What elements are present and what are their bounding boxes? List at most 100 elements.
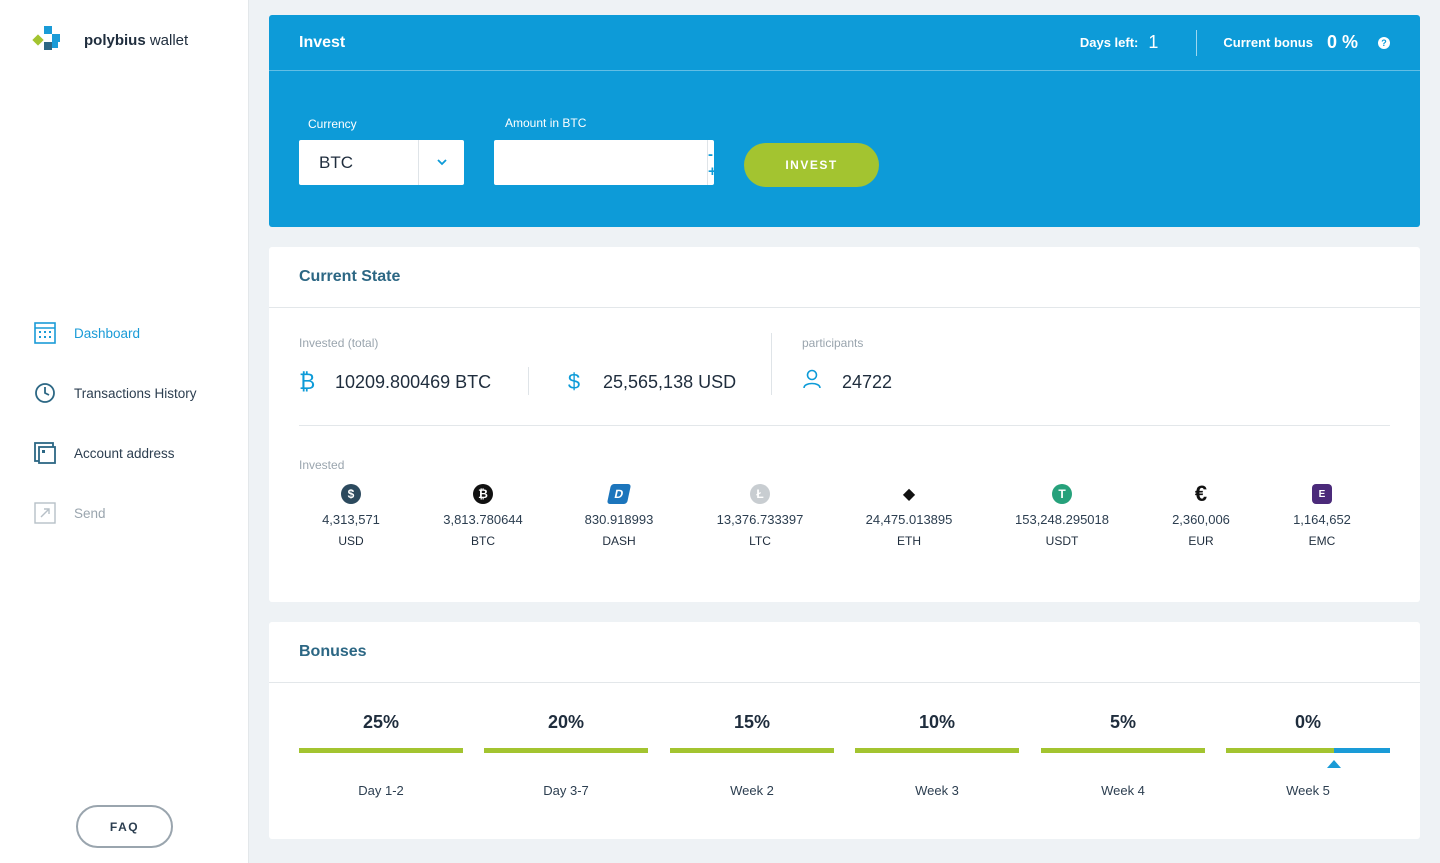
- bonus-period: Week 4: [1101, 783, 1145, 798]
- sidebar-item-dashboard[interactable]: Dashboard: [34, 318, 197, 348]
- header-divider: [1196, 29, 1198, 56]
- participants-value: 24722: [842, 371, 893, 392]
- bonus-tier-current: 0% Week 5: [1226, 712, 1390, 798]
- bonus-progress-bar: [484, 748, 648, 753]
- days-left-value: 1: [1148, 32, 1159, 52]
- coin-currency: USDT: [1045, 534, 1079, 548]
- bonus-remaining-fill: [1334, 748, 1390, 753]
- usd-total: $ 25,565,138 USD: [567, 369, 736, 395]
- usd-coin-icon: $: [341, 484, 361, 504]
- bonus-percent: 25%: [362, 712, 400, 732]
- invested-total-label: Invested (total): [299, 336, 379, 350]
- sidebar-item-label: Dashboard: [74, 325, 141, 341]
- bonus-period: Week 2: [730, 783, 774, 798]
- currency-value: BTC: [319, 152, 353, 172]
- logo[interactable]: polybius wallet: [32, 24, 189, 56]
- invest-button[interactable]: INVEST: [744, 143, 879, 187]
- coin-item: Ł 13,376.733397 LTC: [680, 484, 840, 548]
- bonus-tier: 15% Week 2: [670, 712, 834, 798]
- sidebar-item-send[interactable]: Send: [34, 498, 197, 528]
- help-icon[interactable]: ?: [1378, 36, 1390, 49]
- coin-amount: 2,360,006: [1172, 512, 1230, 527]
- coin-currency: ETH: [897, 534, 921, 548]
- coin-currency: LTC: [749, 534, 771, 548]
- currency-select[interactable]: BTC: [299, 140, 464, 185]
- bonus-tier: 25% Day 1-2: [299, 712, 463, 798]
- coin-item: T 153,248.295018 USDT: [982, 484, 1142, 548]
- btc-total-value: 10209.800469 BTC: [335, 371, 492, 392]
- euro-icon: €: [1191, 481, 1211, 506]
- days-left: Days left: 1: [1080, 32, 1159, 53]
- bonus-period: Week 3: [915, 783, 959, 798]
- sidebar-item-label: Send: [74, 505, 106, 521]
- faq-button[interactable]: FAQ: [76, 805, 173, 848]
- amount-stepper[interactable]: - +: [707, 140, 723, 185]
- coin-item: ₿ 3,813.780644 BTC: [403, 484, 563, 548]
- coin-amount: 4,313,571: [322, 512, 380, 527]
- btc-total: ₿ 10209.800469 BTC: [299, 369, 491, 395]
- address-card-icon: [34, 442, 56, 464]
- currency-label: Currency: [308, 117, 357, 131]
- coin-amount: 13,376.733397: [716, 512, 804, 527]
- invest-header: Invest Days left: 1 Current bonus 0 % ?: [269, 15, 1420, 71]
- bonus-percent: 5%: [1109, 712, 1136, 732]
- current-bonus-label: Current bonus: [1223, 35, 1313, 50]
- sidebar-nav: Dashboard Transactions History Account a…: [34, 318, 197, 558]
- bitcoin-icon: ₿: [473, 484, 493, 504]
- dashboard-icon: [34, 322, 56, 344]
- coin-currency: EUR: [1188, 534, 1214, 548]
- coin-item: $ 4,313,571 USD: [271, 484, 431, 548]
- current-position-marker-icon: [1327, 760, 1342, 768]
- divider: [528, 367, 529, 395]
- coin-currency: DASH: [602, 534, 636, 548]
- brand-name: polybius wallet: [84, 31, 189, 49]
- sidebar-item-label: Transactions History: [74, 385, 197, 401]
- dash-icon: D: [606, 484, 632, 504]
- coin-amount: 1,164,652: [1293, 512, 1351, 527]
- coin-currency: BTC: [471, 534, 495, 548]
- user-icon: [802, 369, 822, 395]
- coin-item: € 2,360,006 EUR: [1121, 481, 1281, 548]
- bonuses-card: Bonuses 25% Day 1-2 20% Day 3-7 15% Week…: [269, 622, 1420, 839]
- bonus-percent: 0%: [1294, 712, 1321, 732]
- invest-panel: Invest Days left: 1 Current bonus 0 % ? …: [269, 15, 1420, 227]
- bonus-tier: 10% Week 3: [855, 712, 1019, 798]
- current-state-title: Current State: [269, 247, 1420, 308]
- bonus-tier: 5% Week 4: [1041, 712, 1205, 798]
- sidebar-item-label: Account address: [74, 445, 175, 461]
- coin-amount: 830.918993: [584, 512, 654, 527]
- current-state-card: Current State Invested (total) ₿ 10209.8…: [269, 247, 1420, 602]
- bonus-percent: 20%: [547, 712, 585, 732]
- bonus-period: Day 3-7: [543, 783, 589, 798]
- participants-label: participants: [802, 336, 864, 350]
- clock-icon: [34, 382, 56, 404]
- amount-input[interactable]: [494, 140, 707, 185]
- bonus-progress-bar: [855, 748, 1019, 753]
- sidebar-item-account-address[interactable]: Account address: [34, 438, 197, 468]
- participants: 24722: [802, 369, 892, 395]
- bonus-progress-bar: [670, 748, 834, 753]
- bitcoin-icon: ₿: [299, 369, 316, 394]
- bonus-progress-bar: [1226, 748, 1390, 768]
- current-bonus-value: 0 %: [1326, 32, 1358, 52]
- bonus-progress-bar: [1041, 748, 1205, 753]
- litecoin-icon: Ł: [750, 484, 770, 504]
- sidebar-item-transactions-history[interactable]: Transactions History: [34, 378, 197, 408]
- sidebar: polybius wallet Dashboard Transactions H…: [0, 0, 249, 863]
- dollar-icon: $: [567, 369, 581, 394]
- emercoin-icon: E: [1312, 484, 1332, 504]
- days-left-label: Days left:: [1079, 35, 1139, 50]
- invest-title: Invest: [299, 33, 346, 51]
- coin-item: ◆ 24,475.013895 ETH: [829, 484, 989, 548]
- bonus-percent: 10%: [918, 712, 956, 732]
- polybius-logo-icon: [32, 24, 74, 56]
- coin-item: E 1,164,652 EMC: [1242, 484, 1402, 548]
- send-arrow-icon: [34, 502, 56, 524]
- coin-amount: 24,475.013895: [865, 512, 953, 527]
- coin-amount: 153,248.295018: [1015, 512, 1109, 527]
- coin-item: D 830.918993 DASH: [539, 484, 699, 548]
- chevron-down-icon[interactable]: [418, 140, 464, 185]
- bonus-tier: 20% Day 3-7: [484, 712, 648, 798]
- amount-label: Amount in BTC: [505, 116, 587, 130]
- bonuses-title: Bonuses: [269, 622, 1420, 683]
